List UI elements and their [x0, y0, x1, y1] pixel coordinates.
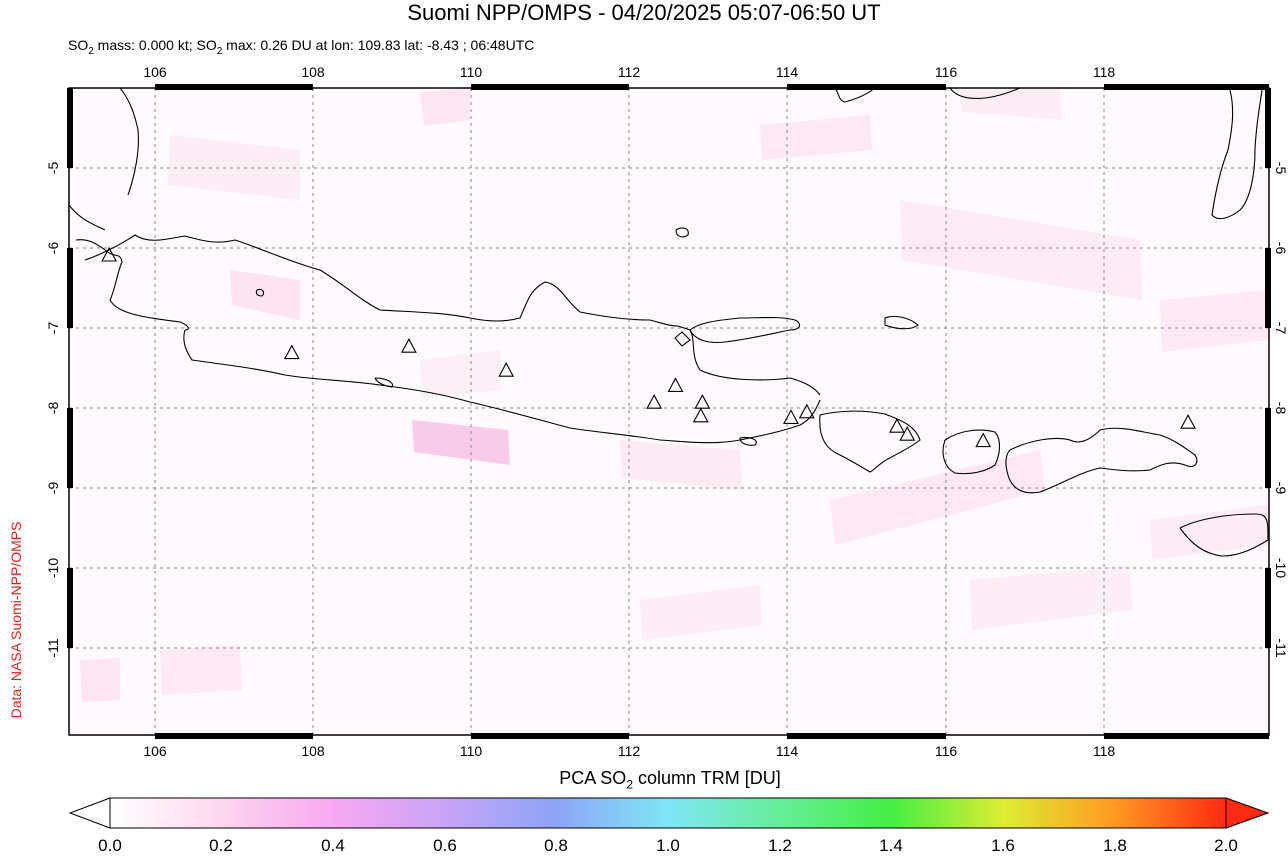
volcano-triangle-icon: [975, 432, 992, 448]
map-border-ticks: [67, 84, 1271, 739]
lat-label: -5: [1273, 162, 1288, 175]
lon-label: 110: [460, 64, 483, 80]
colorbar-label: 2.0: [1214, 836, 1238, 855]
colorbar-title-pre: PCA SO: [559, 768, 627, 788]
volcano-triangle-icon: [283, 344, 300, 360]
so2-map: 106 108 110 112 114 116 118 106 108 110 …: [45, 64, 1288, 759]
lon-label: 116: [935, 743, 958, 759]
lat-label: -7: [45, 322, 61, 335]
colorbar-label: 0.4: [321, 836, 345, 855]
lon-label: 106: [143, 743, 167, 759]
colorbar-label: 1.0: [656, 836, 680, 855]
volcano-triangle-icon: [498, 362, 515, 377]
max-text: max: 0.26 DU at lon: 109.83 lat: -8.43 ;…: [222, 37, 535, 53]
lat-label: -6: [1273, 242, 1288, 255]
lon-labels-bottom: 106 108 110 112 114 116 118: [143, 743, 1115, 759]
volcano-triangle-icon: [1180, 414, 1196, 429]
lon-labels-top: 106 108 110 112 114 116 118: [143, 64, 1115, 80]
graticule: [69, 88, 1269, 735]
map-title: Suomi NPP/OMPS - 04/20/2025 05:07-06:50 …: [407, 0, 881, 25]
lat-label: -9: [1273, 482, 1288, 495]
mass-subscript: 2: [88, 45, 94, 57]
volcano-triangle-icon: [889, 418, 905, 433]
lat-label: -8: [1273, 402, 1288, 415]
colorbar-label: 0.2: [209, 836, 233, 855]
lat-label: -9: [45, 482, 61, 495]
colorbar-label: 1.8: [1103, 836, 1127, 855]
max-subscript: 2: [216, 45, 223, 57]
mass-label: SO: [68, 37, 89, 53]
lon-label: 116: [935, 64, 958, 80]
colorbar-label: 1.2: [768, 836, 792, 855]
lat-labels-left: -5 -6 -7 -8 -9 -10 -11: [45, 162, 61, 658]
lon-label: 108: [301, 64, 325, 80]
mass-text: mass: 0.000 kt; SO: [93, 37, 217, 53]
lon-label: 114: [776, 743, 799, 759]
volcano-triangle-icon: [101, 246, 118, 262]
volcano-markers: [101, 246, 1196, 448]
lat-label: -11: [45, 638, 61, 657]
lon-label: 106: [143, 64, 167, 80]
colorbar: [68, 797, 1270, 829]
lon-label: 112: [618, 743, 641, 759]
colorbar-title: PCA SO2 column TRM [DU]: [0, 768, 1288, 792]
volcano-triangle-icon: [646, 394, 663, 409]
colorbar-label: 0.8: [544, 836, 568, 855]
lat-label: -11: [1273, 638, 1288, 657]
volcano-triangle-icon: [667, 377, 684, 392]
colorbar-label: 1.4: [879, 836, 903, 855]
coastlines: [69, 88, 1269, 557]
volcano-triangle-icon: [798, 403, 815, 419]
lat-label: -10: [1273, 558, 1288, 578]
colorbar-label: 0.6: [433, 836, 457, 855]
volcano-triangle-icon: [694, 394, 711, 409]
lat-labels-right: -5 -6 -7 -8 -9 -10 -11: [1273, 162, 1288, 658]
lon-label: 112: [618, 64, 641, 80]
lat-label: -5: [45, 162, 61, 175]
colorbar-high-arrow: [1225, 797, 1270, 829]
volcano-triangle-icon: [783, 409, 799, 424]
lon-label: 114: [776, 64, 799, 80]
colorbar-label: 0.0: [98, 836, 122, 855]
lat-label: -6: [45, 242, 61, 255]
lat-label: -7: [1273, 322, 1288, 335]
so2-swath-pixels: [80, 88, 1268, 702]
volcano-triangle-icon: [400, 338, 417, 353]
lon-label: 110: [460, 743, 483, 759]
colorbar-label: 1.6: [991, 836, 1015, 855]
so2-summary: SO2 mass: 0.000 kt; SO2 max: 0.26 DU at …: [68, 36, 534, 61]
colorbar-title-post: column TRM [DU]: [633, 768, 781, 788]
lon-label: 108: [301, 743, 325, 759]
colorbar-title-sub: 2: [626, 777, 633, 792]
lon-label: 118: [1093, 743, 1116, 759]
volcano-triangle-icon: [692, 407, 709, 423]
volcano-triangle-icon: [899, 426, 916, 441]
colorbar-gradient: [109, 797, 1227, 829]
lat-label: -10: [45, 558, 61, 578]
lon-label: 118: [1093, 64, 1116, 80]
lat-label: -8: [45, 402, 61, 415]
colorbar-low-arrow: [68, 797, 111, 829]
